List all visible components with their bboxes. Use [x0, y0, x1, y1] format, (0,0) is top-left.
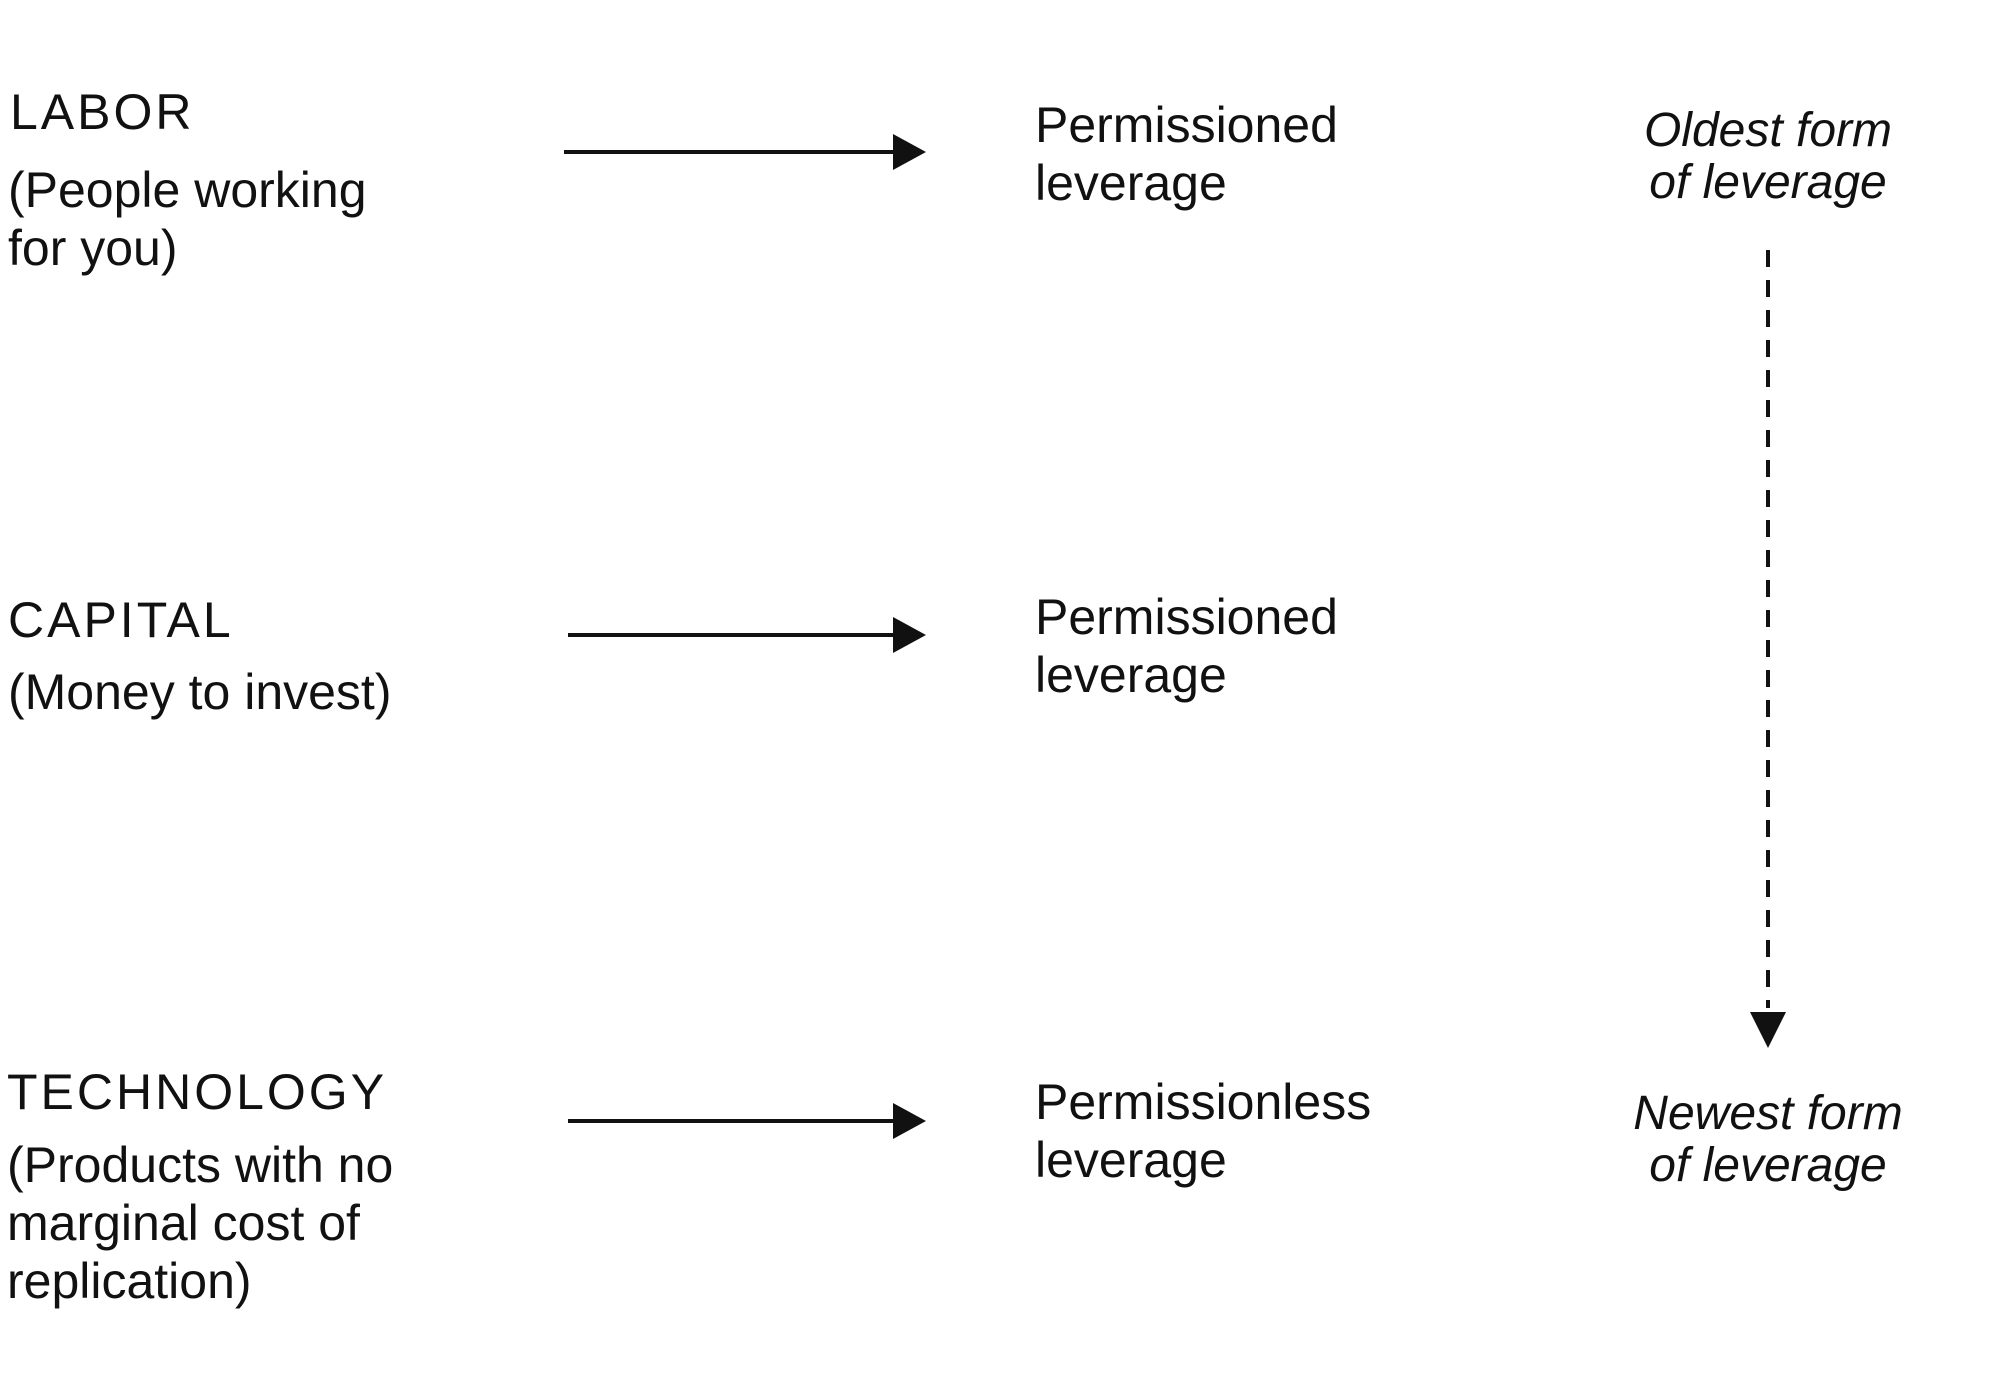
- timeline-oldest-label: Oldest form of leverage: [1643, 104, 1893, 209]
- row-technology-description: (Products with no marginal cost of repli…: [7, 1137, 394, 1309]
- row-labor-result: Permissioned leverage: [1035, 97, 1338, 211]
- arrow-labor: [564, 134, 926, 170]
- row-labor-heading: LABOR: [10, 84, 195, 140]
- row-technology-heading: TECHNOLOGY: [7, 1064, 388, 1120]
- row-capital-heading: CAPITAL: [8, 592, 234, 648]
- row-labor-description: (People working for you): [8, 162, 367, 276]
- row-technology-result: Permissionless leverage: [1035, 1074, 1372, 1188]
- arrow-technology: [568, 1103, 926, 1139]
- row-capital-description: (Money to invest): [8, 664, 392, 720]
- arrow-capital: [568, 617, 926, 653]
- timeline-newest-label: Newest form of leverage: [1633, 1087, 1903, 1192]
- row-capital-result: Permissioned leverage: [1035, 589, 1338, 703]
- timeline-dashed-arrow: [1750, 250, 1786, 1048]
